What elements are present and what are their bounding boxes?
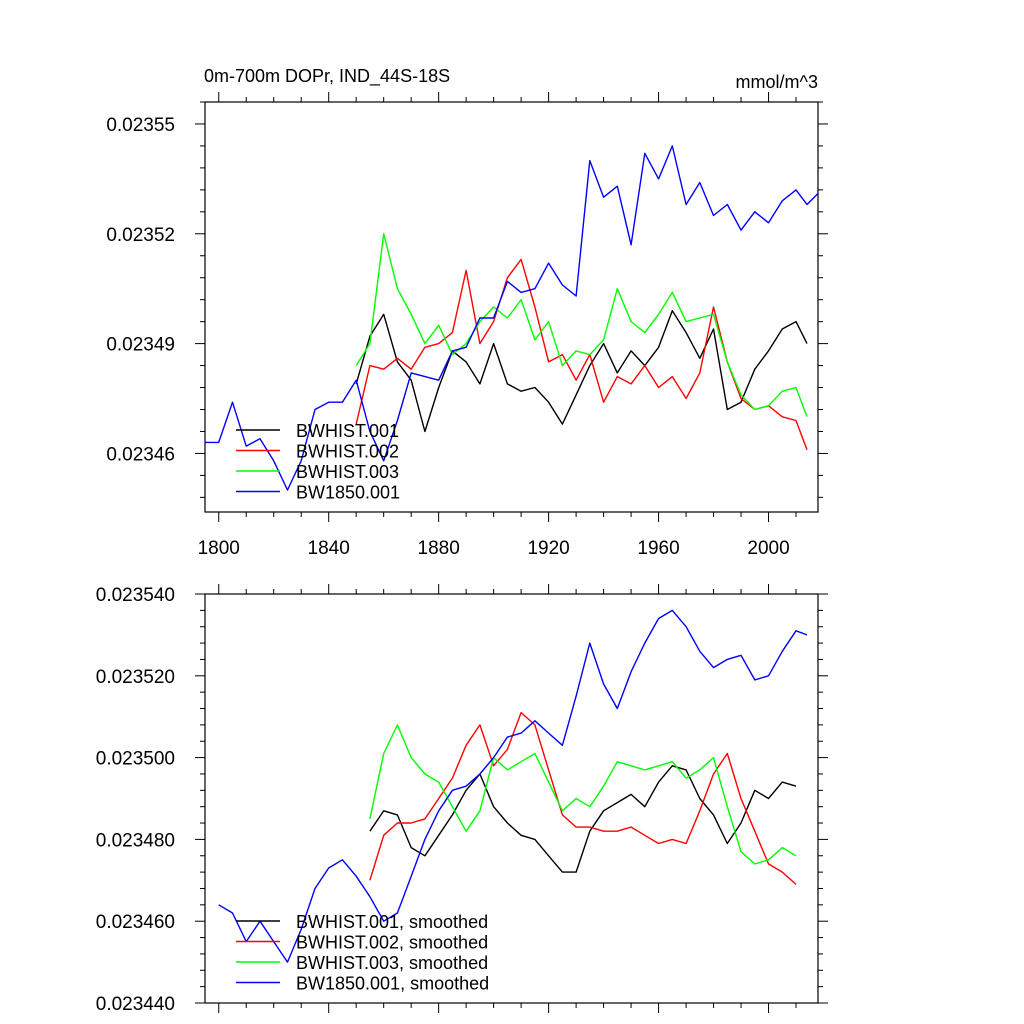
series-line-bwhist-002-smoothed <box>369 711 797 885</box>
plot-frame <box>204 593 819 1004</box>
series-line-bw1850-001-smoothed <box>218 609 808 963</box>
y-tick-label: 0.02346 <box>106 444 175 465</box>
x-tick-label: 1800 <box>198 538 240 559</box>
y-tick-label: 0.02352 <box>106 225 175 246</box>
legend-label: BW1850.001, smoothed <box>296 974 489 994</box>
legend-label: BWHIST.001, smoothed <box>296 912 488 932</box>
x-tick-label: 1840 <box>308 538 350 559</box>
y-tick-label: 0.023520 <box>96 667 175 688</box>
series-line-bwhist-003-smoothed <box>369 724 797 865</box>
bottom-plot-area: 0.023440 0.023460 0.023480 0.023500 0.023520… <box>96 584 828 1015</box>
plot-frame <box>204 101 819 513</box>
legend-label: BWHIST.001 <box>296 421 399 441</box>
x-tick-label: 1920 <box>527 538 569 559</box>
series-line-bwhist-001 <box>355 310 808 433</box>
top-chart-title: 0m-700m DOPr, IND_44S-18S <box>204 66 450 87</box>
top-plot-area: 1800 1840 1880 1920 1960 2000 0.02346 0.02349 0.… <box>106 92 828 559</box>
y-tick-label: 0.023500 <box>96 749 175 770</box>
legend-label: BWHIST.002, smoothed <box>296 933 488 953</box>
series-group <box>218 609 808 963</box>
x-tick-label: 2000 <box>747 538 789 559</box>
legend-label: BWHIST.002 <box>296 442 399 462</box>
y-tick-label: 0.02355 <box>106 115 175 136</box>
series-line-bwhist-003 <box>355 233 808 418</box>
y-tick-label: 0.023440 <box>96 994 175 1015</box>
top-chart-units: mmol/m^3 <box>736 72 818 92</box>
legend-label: BW1850.001 <box>296 483 400 503</box>
series-line-bwhist-002 <box>355 258 808 451</box>
legend-label: BWHIST.003 <box>296 462 399 482</box>
series-line-bwhist-001-smoothed <box>369 765 797 873</box>
bottom-panel: 0.023440 0.023460 0.023480 0.023500 0.023520… <box>96 584 828 1015</box>
legend-label: BWHIST.003, smoothed <box>296 953 488 973</box>
series-line-bw1850-001 <box>205 145 818 491</box>
x-tick-label: 1960 <box>637 538 679 559</box>
top-panel: 0m-700m DOPr, IND_44S-18S mmol/m^3 1800 1… <box>106 66 828 559</box>
y-tick-label: 0.02349 <box>106 335 175 356</box>
series-group <box>205 145 818 491</box>
x-tick-label: 1880 <box>418 538 460 559</box>
y-tick-label: 0.023460 <box>96 912 175 933</box>
y-tick-label: 0.023540 <box>96 585 175 606</box>
y-tick-label: 0.023480 <box>96 830 175 851</box>
